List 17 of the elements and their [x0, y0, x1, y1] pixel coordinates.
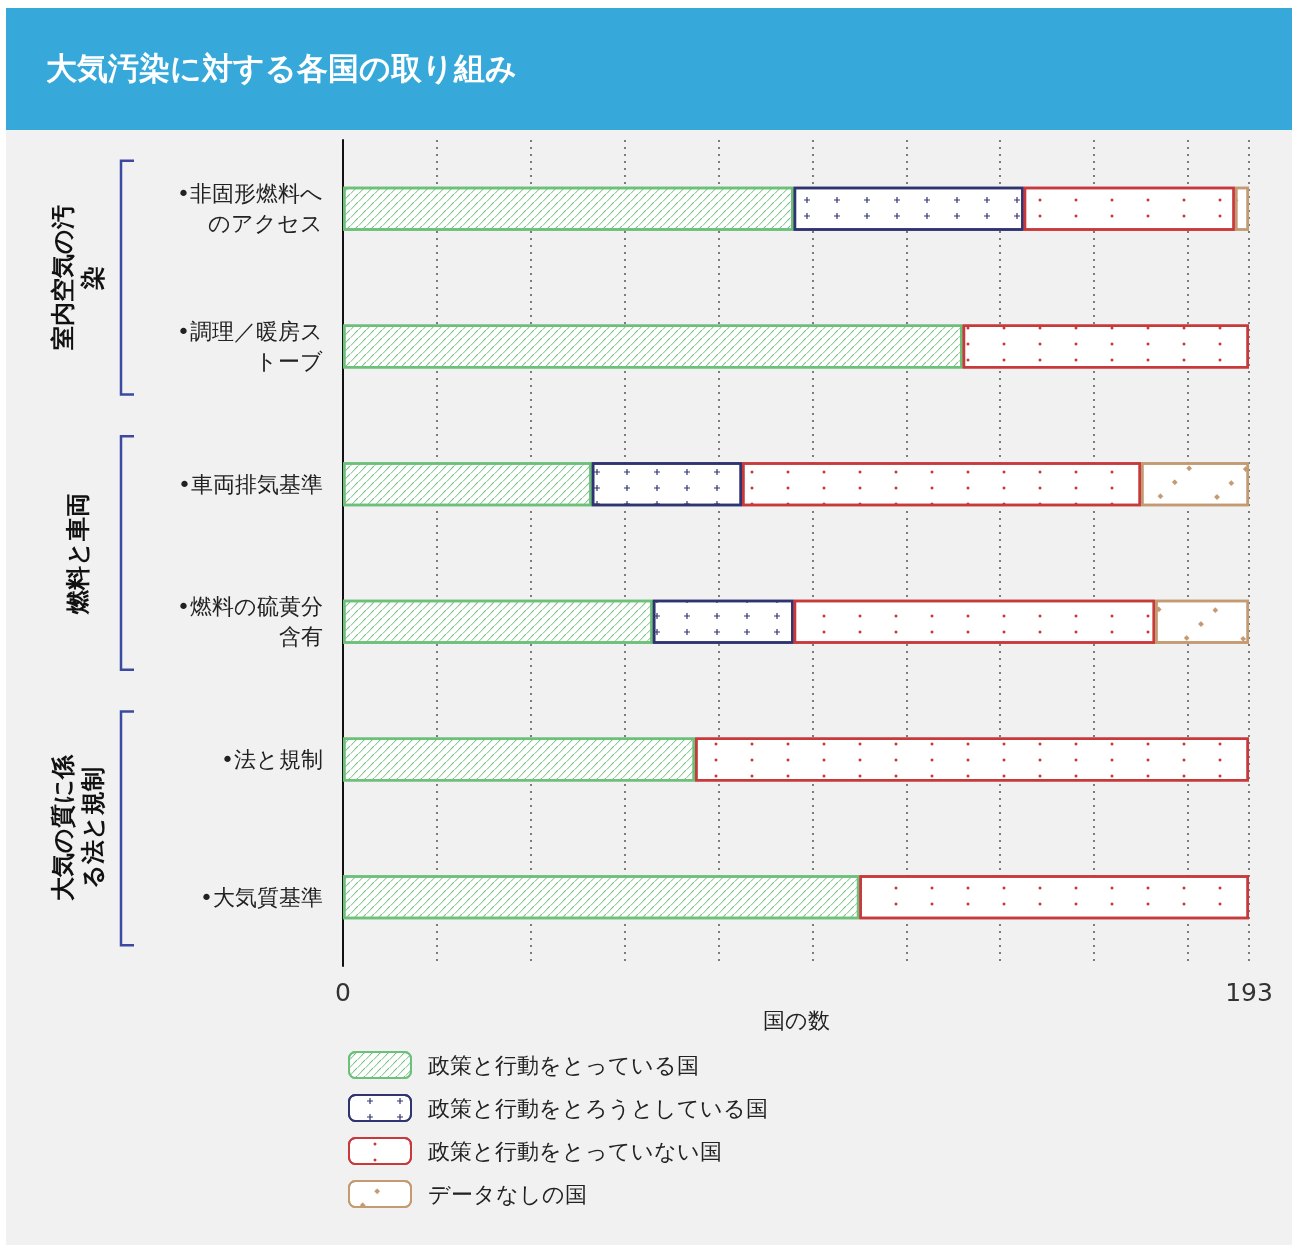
y-tick-label: •非固形燃料へのアクセス — [177, 181, 323, 237]
text: 燃料と車両 — [64, 492, 92, 615]
y-tick-label: •大気質基準 — [200, 884, 323, 910]
y-tick-label: •調理／暖房ストーブ — [177, 319, 323, 374]
text: 大気の質に係る法と規制 — [49, 754, 107, 902]
y-tick-label: •燃料の硫黄分含有 — [177, 594, 323, 650]
x-tick-label: 193 — [1225, 978, 1273, 1007]
legend-label: 政策と行動をとろうとしている国 — [428, 1095, 768, 1121]
chart-title: 大気汚染に対する各国の取り組み — [6, 8, 1292, 130]
x-axis-title: 国の数 — [762, 1008, 830, 1034]
y-tick-label: •車両排気基準 — [178, 471, 323, 497]
legend-label: データなしの国 — [428, 1181, 587, 1207]
legend-label: 政策と行動をとっていない国 — [428, 1138, 722, 1164]
x-tick-label: 0 — [335, 978, 351, 1007]
y-tick-label: •法と規制 — [221, 747, 323, 772]
text: 室内空気の汚染 — [49, 205, 107, 351]
legend-label: 政策と行動をとっている国 — [428, 1052, 699, 1078]
